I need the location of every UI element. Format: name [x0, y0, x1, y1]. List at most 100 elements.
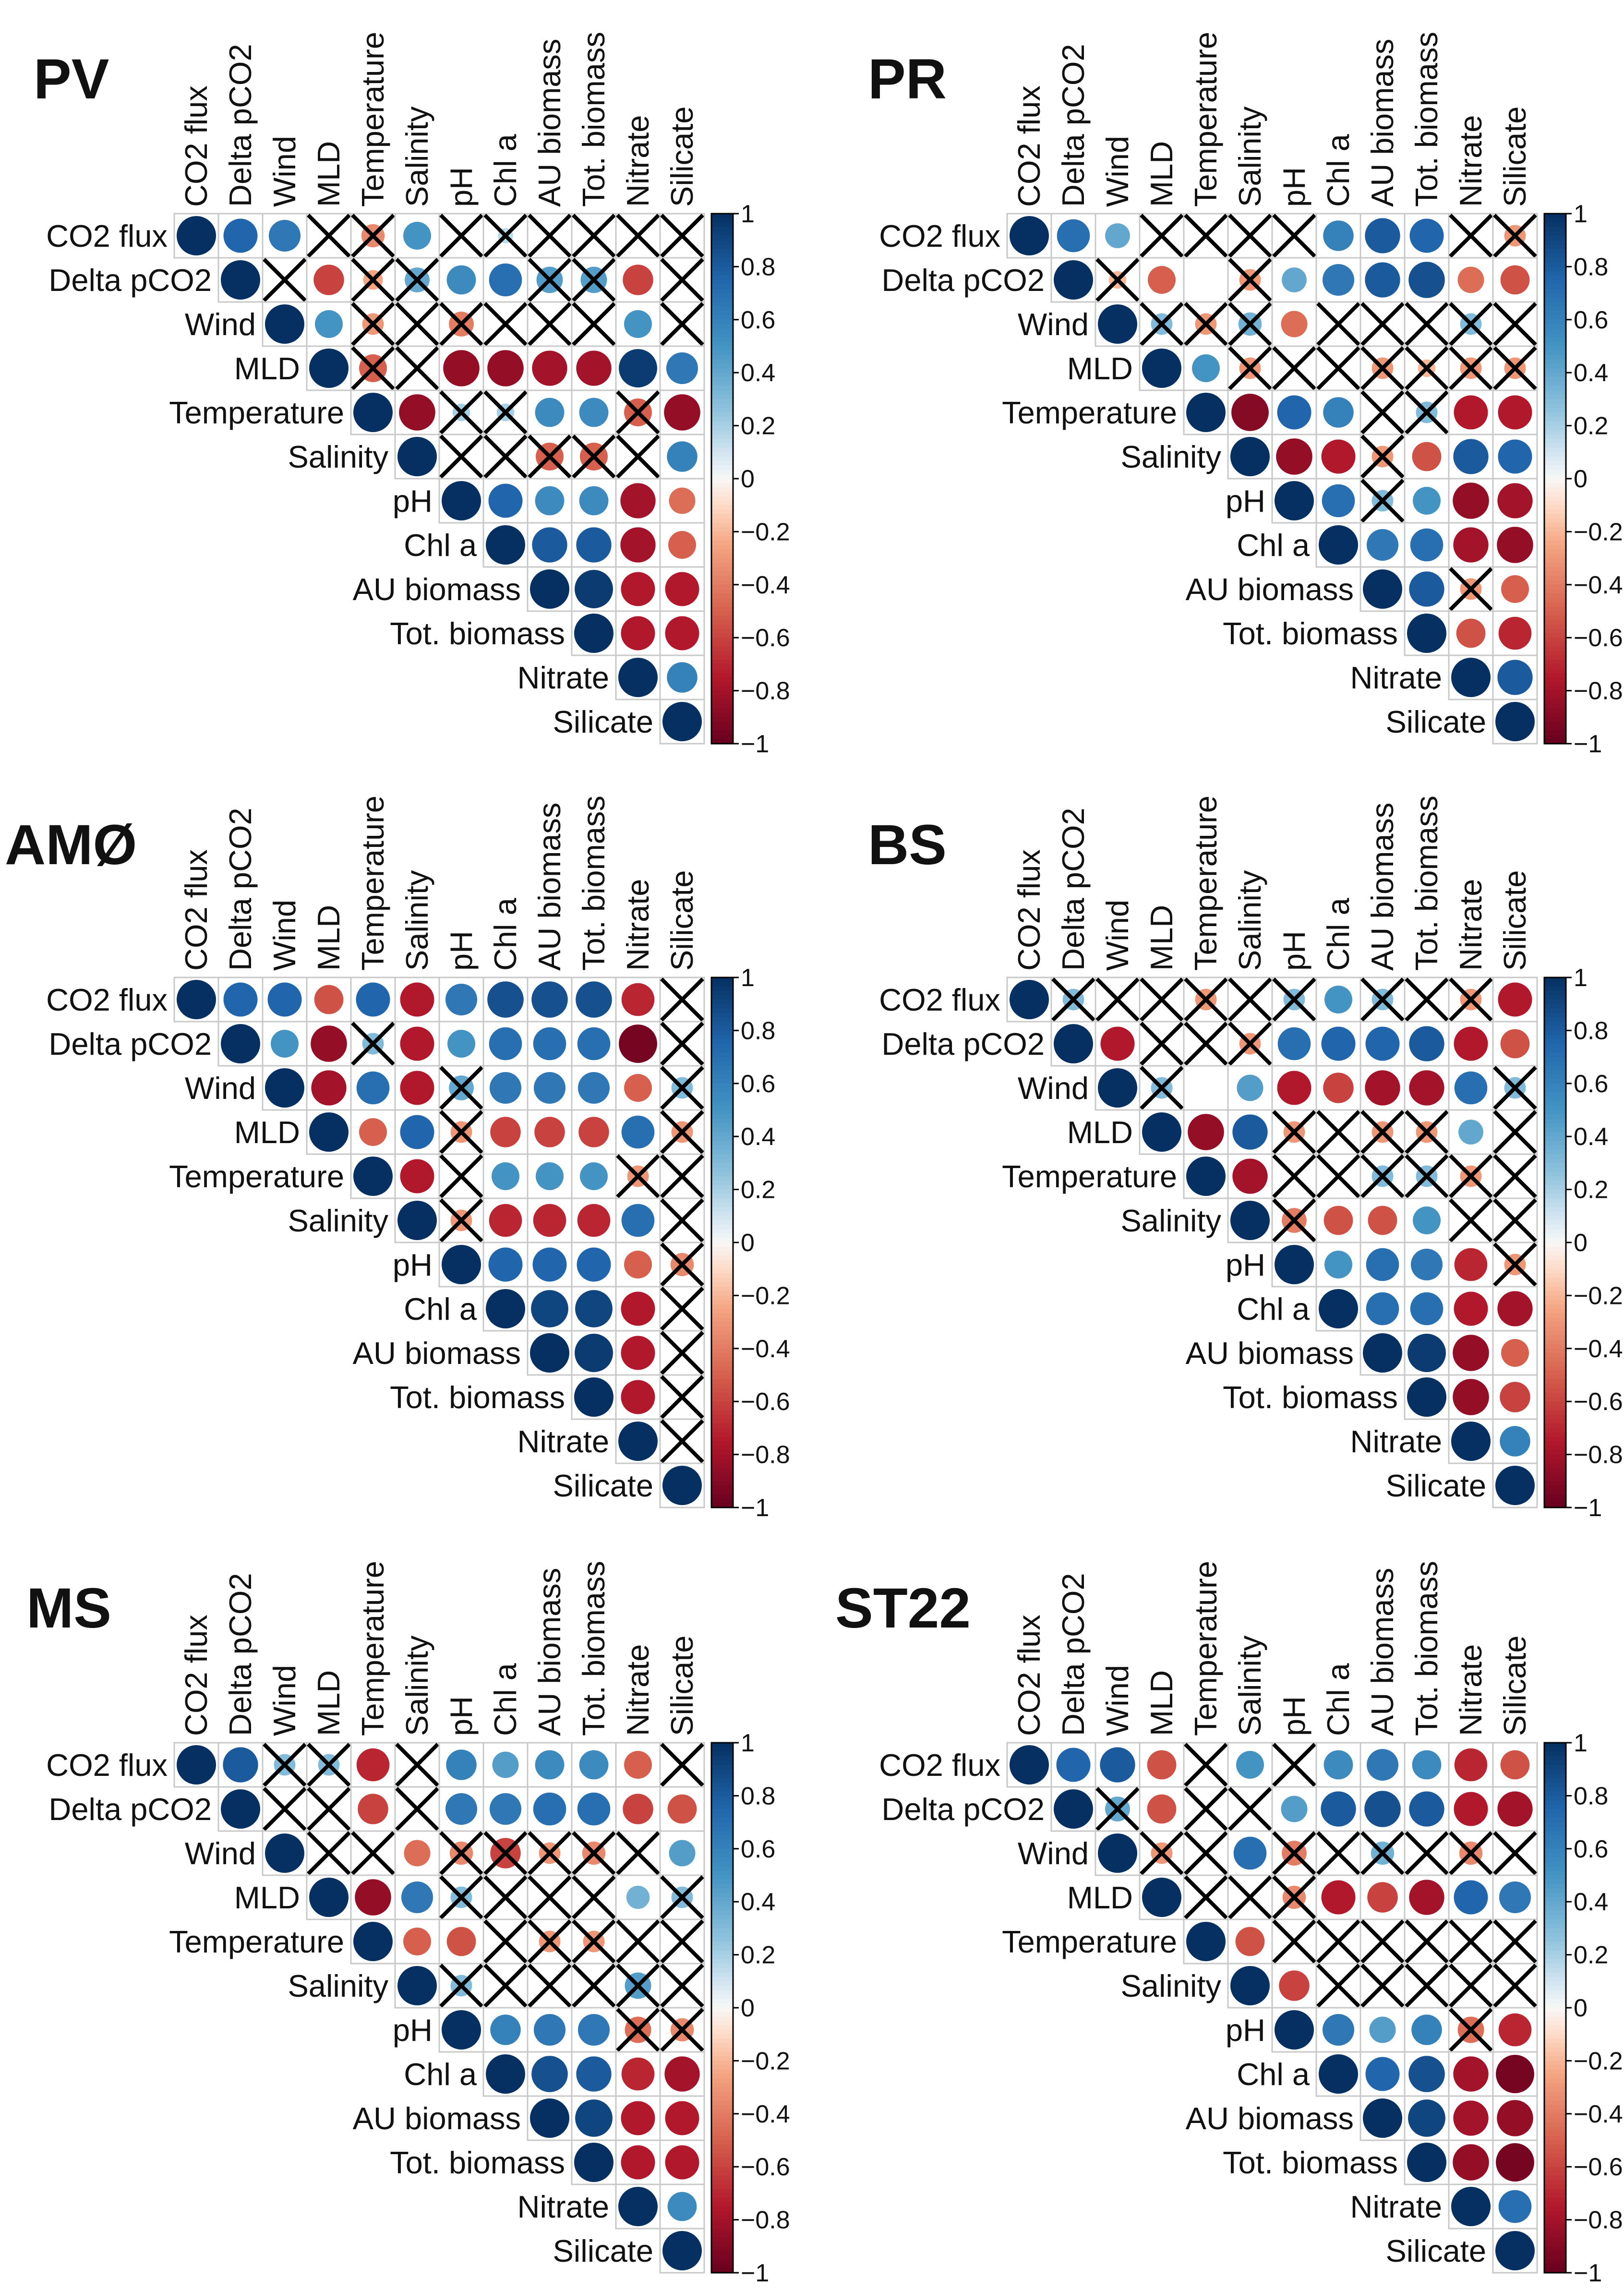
colorbar-segment — [711, 1765, 733, 1770]
col-label-mld: MLD — [1144, 905, 1179, 971]
colorbar-segment — [711, 1826, 733, 1832]
not-significant-cross — [483, 1919, 528, 1964]
not-significant-cross — [1360, 434, 1405, 479]
colorbar-segment — [711, 2122, 733, 2128]
colorbar: 1 0.8 0.6 0.4 0.2 0 −0.2 −0.4 −0.6 −0.8 −1 — [710, 1729, 790, 2287]
colorbar-segment — [711, 726, 733, 731]
colorbar-segment — [711, 2140, 733, 2146]
row-label-chl-a: Chl a — [1237, 1291, 1310, 1326]
colorbar-segment — [1544, 1809, 1566, 1814]
corr-circle — [1186, 1157, 1226, 1196]
colorbar-segment — [711, 1941, 733, 1947]
colorbar-segment — [711, 1282, 733, 1287]
colorbar-tick-label: −0.4 — [741, 1335, 790, 1363]
colorbar-segment — [1544, 2189, 1566, 2194]
colorbar-segment — [711, 1317, 733, 1323]
not-significant-cross — [1493, 1154, 1537, 1198]
colorbar-segment — [711, 673, 733, 678]
colorbar-segment — [711, 2193, 733, 2198]
row-label-salinity: Salinity — [1120, 1968, 1221, 2003]
corr-circle — [487, 981, 524, 1018]
row-label-ph: pH — [393, 483, 433, 518]
colorbar-segment — [1544, 1255, 1566, 1261]
colorbar-segment — [1544, 240, 1566, 245]
corr-circle — [490, 2014, 521, 2045]
colorbar-segment — [711, 2078, 733, 2084]
colorbar-segment — [1544, 1220, 1566, 1226]
colorbar-segment — [711, 1862, 733, 1867]
colorbar-tick-label: −0.8 — [1574, 2207, 1623, 2234]
colorbar-tick-label: −0.2 — [1574, 2047, 1623, 2075]
corr-circle — [1409, 1791, 1444, 1827]
colorbar-segment — [1544, 1149, 1566, 1155]
colorbar-segment — [1544, 2052, 1566, 2057]
colorbar-segment — [711, 408, 733, 413]
colorbar-segment — [1544, 483, 1566, 488]
colorbar-segment — [1544, 2105, 1566, 2110]
corr-circle — [1321, 439, 1356, 474]
colorbar-segment — [1544, 2016, 1566, 2022]
colorbar-segment — [711, 531, 733, 537]
colorbar-segment — [711, 1189, 733, 1194]
row-label-temperature: Temperature — [169, 1924, 344, 1959]
colorbar-segment — [1544, 2122, 1566, 2128]
corr-circle — [1409, 1070, 1444, 1106]
colorbar-segment — [711, 487, 733, 493]
colorbar-segment — [711, 2202, 733, 2207]
colorbar-segment — [1544, 2162, 1566, 2168]
colorbar-segment — [711, 1432, 733, 1437]
col-label-salinity: Salinity — [1232, 106, 1267, 207]
not-significant-cross — [1405, 1154, 1449, 1198]
corr-circle — [621, 572, 655, 606]
colorbar-segment — [711, 1370, 733, 1375]
col-label-au-biomass: AU biomass — [532, 39, 567, 207]
corr-circle — [1319, 525, 1358, 565]
colorbar-segment — [711, 1751, 733, 1757]
not-significant-cross — [528, 1875, 572, 1919]
colorbar-segment — [1544, 284, 1566, 289]
not-significant-cross — [1449, 567, 1493, 611]
colorbar-segment — [711, 1866, 733, 1871]
colorbar-segment — [1544, 1910, 1566, 1916]
colorbar-segment — [1544, 2184, 1566, 2190]
corr-circle — [1321, 1791, 1356, 1827]
colorbar-segment — [1544, 540, 1566, 545]
col-label-au-biomass: AU biomass — [1365, 39, 1400, 207]
colorbar-segment — [711, 677, 733, 683]
colorbar-segment — [711, 1384, 733, 1389]
col-label-silicate: Silicate — [1497, 106, 1532, 207]
colorbar-segment — [1544, 1039, 1566, 1044]
colorbar-segment — [711, 1132, 733, 1137]
colorbar-segment — [1544, 1800, 1566, 1805]
corr-circle — [621, 983, 655, 1016]
corr-circle — [664, 2056, 700, 2092]
colorbar-segment — [711, 244, 733, 250]
colorbar-segment — [1544, 1401, 1566, 1407]
colorbar-segment — [711, 421, 733, 426]
colorbar-segment — [711, 1848, 733, 1854]
corr-circle — [1408, 2056, 1445, 2092]
row-label-tot-biomass: Tot. biomass — [390, 616, 565, 651]
colorbar-segment — [1544, 496, 1566, 501]
colorbar-segment — [1544, 628, 1566, 634]
row-label-wind: Wind — [1018, 1836, 1089, 1871]
colorbar-segment — [711, 461, 733, 466]
corr-circle — [665, 2101, 699, 2135]
not-significant-cross — [1272, 346, 1316, 390]
colorbar-segment — [1544, 359, 1566, 364]
colorbar-segment — [1544, 2083, 1566, 2088]
not-significant-cross — [1272, 214, 1316, 258]
not-significant-cross — [1140, 302, 1184, 346]
colorbar-tick-label: −0.6 — [741, 2153, 790, 2181]
not-significant-cross — [616, 434, 660, 479]
colorbar-segment — [711, 2224, 733, 2229]
not-significant-cross — [1316, 346, 1360, 390]
colorbar-segment — [1544, 995, 1566, 1000]
colorbar-segment — [711, 615, 733, 621]
corr-circle — [400, 1159, 434, 1194]
row-label-wind: Wind — [185, 1836, 256, 1871]
colorbar-segment — [1544, 1339, 1566, 1345]
colorbar-segment — [1544, 1101, 1566, 1106]
colorbar-segment — [1544, 1331, 1566, 1336]
colorbar-tick-label: 0.6 — [741, 1070, 775, 1098]
